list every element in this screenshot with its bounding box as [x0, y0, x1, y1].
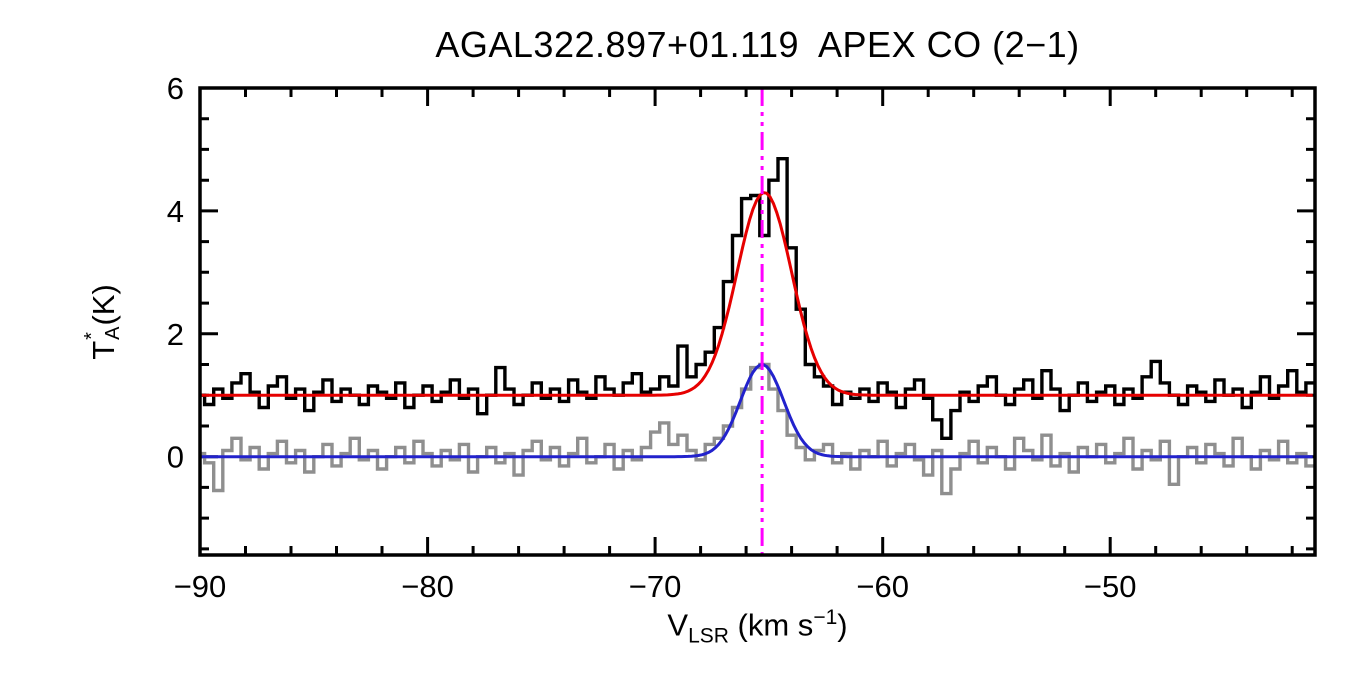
- x-axis-label-end: ): [837, 607, 848, 643]
- red-gaussian-fit-line: [200, 191, 1313, 397]
- y-tick-label: 0: [167, 440, 184, 475]
- black-spectrum-line: [200, 157, 1315, 440]
- gray-spectrum-line: [200, 362, 1315, 496]
- y-axis-label: T * A (K): [81, 284, 124, 360]
- x-tick-label: −80: [401, 569, 454, 604]
- y-axis-label-main: T: [86, 340, 121, 360]
- x-axis-label-mid: (km s: [728, 607, 814, 643]
- x-tick-label: −90: [174, 569, 227, 604]
- y-tick-label: 6: [167, 71, 184, 106]
- blue-gaussian-fit-line: [200, 363, 1313, 459]
- plot-frame: [198, 86, 1317, 557]
- y-tick-label: 4: [167, 194, 184, 229]
- axis-ticks: [198, 86, 1315, 555]
- y-axis-label-sup: *: [81, 332, 103, 340]
- x-axis-label-sup: −1: [813, 606, 838, 629]
- chart-title: AGAL322.897+01.119 APEX CO (2−1): [435, 24, 1080, 65]
- x-axis-label-sub: LSR: [688, 624, 729, 648]
- y-axis-label-stack: * A: [81, 326, 124, 340]
- y-axis-label-unit: (K): [86, 284, 121, 326]
- x-tick-label: −70: [629, 569, 682, 604]
- x-axis-label: VLSR (km s−1): [200, 606, 1315, 649]
- y-axis-label-sub: A: [102, 326, 124, 340]
- x-tick-label: −60: [856, 569, 909, 604]
- x-axis-label-main: V: [667, 607, 689, 643]
- y-tick-label: 2: [167, 317, 184, 352]
- x-tick-label: −50: [1084, 569, 1137, 604]
